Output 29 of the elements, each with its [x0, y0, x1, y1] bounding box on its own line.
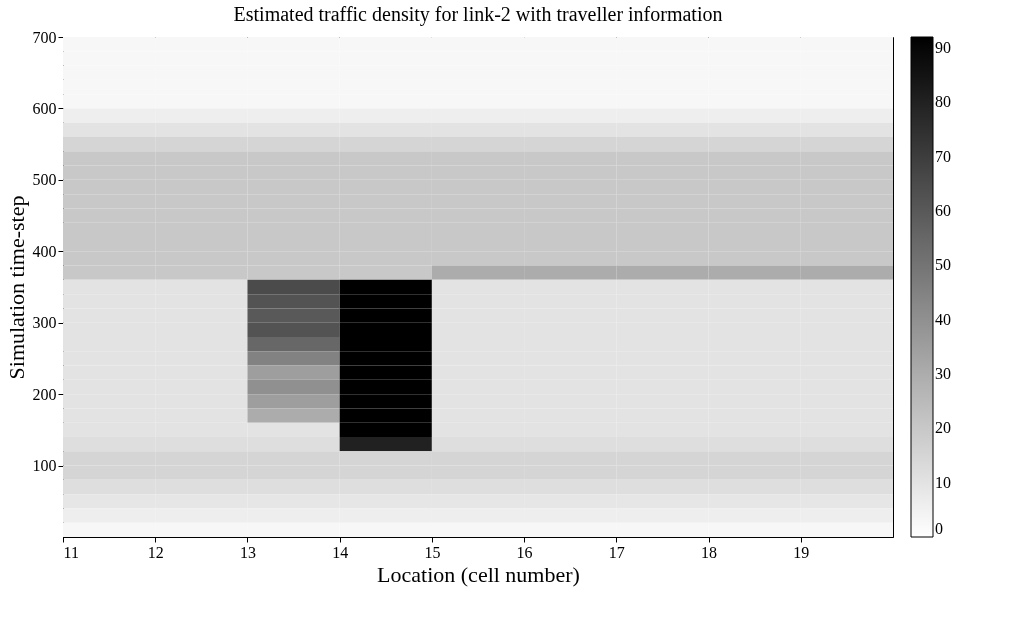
x-axis-title: Location (cell number) — [377, 561, 580, 587]
y-axis-title: Simulation time-step — [3, 195, 29, 380]
color-bar-label: 40 — [935, 310, 951, 328]
x-tick-label: 17 — [608, 543, 625, 561]
y-tick-label: 700 — [32, 28, 57, 46]
y-tick-label: 200 — [32, 385, 57, 403]
color-bar-label: 60 — [935, 201, 951, 219]
chart-title: Estimated traffic density for link-2 with traveller information — [233, 3, 723, 26]
x-tick-label: 13 — [239, 543, 256, 561]
color-bar-label: 10 — [935, 473, 951, 491]
x-tick-label: 19 — [793, 543, 810, 561]
y-tick-label: 500 — [32, 171, 57, 189]
x-tick-label: 15 — [424, 543, 441, 561]
color-bar-label: 70 — [935, 147, 951, 165]
x-tick-label: 14 — [332, 543, 349, 561]
color-bar-label: 90 — [935, 38, 951, 56]
y-tick-label: 300 — [32, 314, 57, 332]
x-tick-label: 16 — [516, 543, 533, 561]
color-bar-label: 20 — [935, 419, 951, 437]
y-tick-label: 600 — [32, 99, 57, 117]
color-bar-label: 50 — [935, 256, 951, 274]
x-tick-label: 11 — [63, 543, 79, 561]
color-bar-label: 0 — [935, 520, 943, 537]
y-tick-label: 100 — [32, 457, 57, 475]
x-tick-label: 18 — [701, 543, 718, 561]
x-tick-label: 12 — [147, 543, 164, 561]
color-bar-label: 30 — [935, 364, 951, 382]
y-tick-label: 400 — [32, 242, 57, 260]
color-bar-label: 80 — [935, 93, 951, 111]
